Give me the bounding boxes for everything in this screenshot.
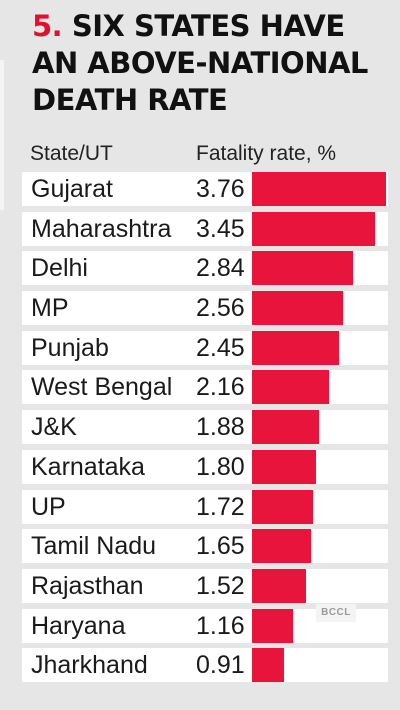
rate-bar [252, 370, 329, 405]
table-row: UP 1.72 [22, 489, 388, 524]
rate-value-label: 0.91 [196, 651, 245, 680]
table-row: MP 2.56 [22, 291, 388, 326]
rate-bar [252, 449, 317, 484]
state-label: J&K [31, 413, 77, 442]
rate-bar [252, 529, 311, 564]
table-row: Haryana 1.16 [22, 608, 388, 643]
rate-value-label: 1.88 [196, 413, 245, 442]
rate-bar [252, 251, 354, 286]
state-column-header: State/UT [30, 142, 113, 165]
table-row: Karnataka 1.80 [22, 449, 388, 484]
watermark-logo: BCCL [316, 604, 356, 622]
table-row: Punjab 2.45 [22, 330, 388, 365]
rate-value-label: 3.76 [196, 175, 245, 203]
state-label: Karnataka [31, 452, 145, 481]
table-row: Delhi 2.84 [22, 251, 388, 286]
rate-bar [252, 608, 294, 643]
rate-value-label: 1.72 [196, 492, 245, 521]
table-row: Tamil Nadu 1.65 [22, 529, 388, 564]
rate-bar [252, 648, 285, 683]
state-label: Delhi [31, 254, 88, 283]
state-label: Rajasthan [31, 571, 144, 600]
table-row: Maharashtra 3.45 [22, 211, 388, 246]
state-label: Punjab [31, 333, 109, 362]
decorative-edge [0, 60, 4, 210]
state-label: MP [31, 294, 69, 323]
rate-value-label: 1.52 [196, 571, 245, 600]
title-number: 5. [32, 9, 63, 43]
rate-bar [252, 410, 319, 445]
rate-value-label: 1.16 [196, 611, 245, 640]
state-label: Maharashtra [31, 214, 172, 243]
bar-rows: Gujarat 3.76 Maharashtra 3.45 Delhi 2.84 MP 2.5… [22, 172, 388, 688]
rate-value-label: 2.84 [196, 254, 245, 283]
rate-column-header: Fatality rate, % [196, 142, 337, 165]
table-row: J&K 1.88 [22, 410, 388, 445]
state-label: Jharkhand [31, 651, 148, 680]
rate-bar [252, 172, 386, 206]
rate-value-label: 2.56 [196, 294, 245, 323]
table-row: Gujarat 3.76 [22, 172, 388, 206]
rate-value-label: 2.16 [196, 373, 245, 402]
rate-bar [252, 568, 307, 603]
rate-bar [252, 330, 340, 365]
rate-value-label: 1.65 [196, 532, 245, 561]
column-header-row: State/UT Fatality rate, % [0, 142, 400, 170]
rate-value-label: 1.80 [196, 452, 245, 481]
title-text: SIX STATES HAVE AN ABOVE-NATIONAL DEATH … [32, 9, 368, 117]
table-row: Rajasthan 1.52 [22, 568, 388, 603]
state-label: Tamil Nadu [31, 532, 157, 561]
rate-bar [252, 489, 314, 524]
state-label: UP [31, 492, 66, 521]
rate-value-label: 3.45 [196, 214, 245, 243]
state-label: Haryana [31, 611, 126, 640]
rate-bar [252, 291, 344, 326]
rate-value-label: 2.45 [196, 333, 245, 362]
table-row: West Bengal 2.16 [22, 370, 388, 405]
table-row: Jharkhand 0.91 [22, 648, 388, 683]
rate-bar [252, 211, 375, 246]
state-label: West Bengal [31, 373, 173, 402]
state-label: Gujarat [31, 175, 113, 203]
chart-title: 5. SIX STATES HAVE AN ABOVE-NATIONAL DEA… [32, 8, 392, 119]
